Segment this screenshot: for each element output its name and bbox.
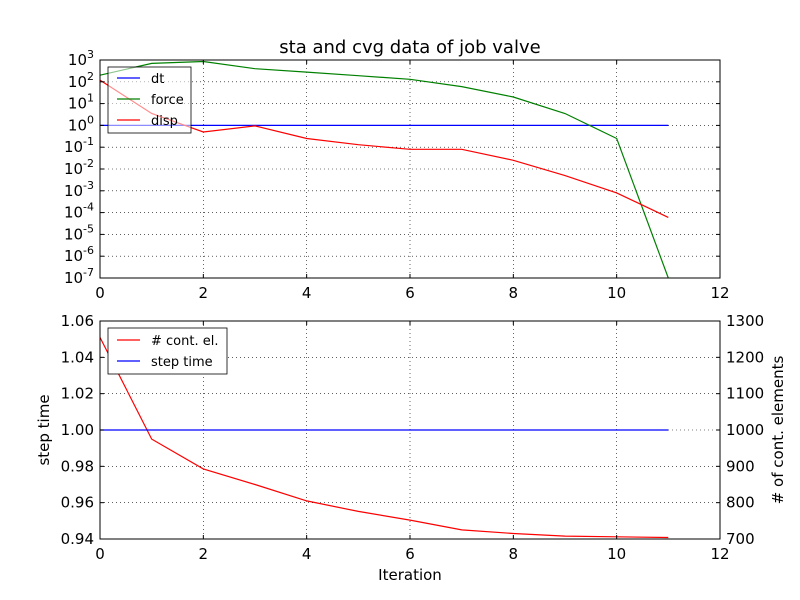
y-tick-label: 10-6 bbox=[64, 244, 94, 265]
legend: dt force disp bbox=[107, 66, 192, 134]
y-axis-label: step time bbox=[35, 394, 53, 465]
x-tick-label: 4 bbox=[302, 545, 312, 563]
series-line-disp bbox=[99, 79, 669, 218]
legend-label: step time bbox=[151, 355, 213, 370]
y2-tick-label: 700 bbox=[726, 530, 755, 548]
x-tick-label: 2 bbox=[199, 284, 209, 302]
ticks: 0 2 4 6 8 10 12 10-710-610-510-410-310-210-1100… bbox=[64, 48, 730, 302]
x-tick-label: 10 bbox=[607, 284, 626, 302]
x-tick-label: 6 bbox=[405, 284, 415, 302]
y2-axis-label: # of cont. elements bbox=[769, 356, 787, 505]
y2-tick-label: 1000 bbox=[726, 421, 764, 439]
x-tick-label: 4 bbox=[302, 284, 312, 302]
x-tick-label: 12 bbox=[710, 545, 729, 563]
y-tick-label: 1.00 bbox=[61, 421, 94, 439]
series-lines bbox=[99, 60, 669, 279]
y2-tick-label: 1300 bbox=[726, 312, 764, 330]
y-tick-label: 1.02 bbox=[61, 385, 94, 403]
x-tick-label: 12 bbox=[710, 284, 729, 302]
y-tick-label: 100 bbox=[68, 113, 94, 134]
x-tick-label: 10 bbox=[607, 545, 626, 563]
y2-tick-label: 900 bbox=[726, 457, 755, 475]
chart-title: sta and cvg data of job valve bbox=[279, 37, 540, 58]
legend-label: dt bbox=[151, 72, 164, 87]
legend-label: force bbox=[151, 93, 184, 108]
series-line--cont-el- bbox=[99, 337, 669, 539]
y-tick-label: 103 bbox=[68, 48, 94, 69]
ticks: 0 2 4 6 8 10 12 0.94 0.96 0.98 1.00 1.02 1.04 1.06 700… bbox=[61, 312, 765, 563]
y-tick-label: 10-7 bbox=[64, 266, 94, 287]
x-tick-label: 6 bbox=[405, 545, 415, 563]
x-tick-label: 2 bbox=[199, 545, 209, 563]
grid bbox=[99, 59, 721, 279]
y-tick-label: 0.94 bbox=[61, 530, 94, 548]
series-line-force bbox=[99, 60, 669, 279]
y-tick-label: 10-1 bbox=[64, 135, 94, 156]
y-tick-label: 0.98 bbox=[61, 457, 94, 475]
y-tick-label: 101 bbox=[68, 92, 94, 113]
series-lines bbox=[99, 337, 669, 539]
y2-tick-label: 1100 bbox=[726, 385, 764, 403]
y2-tick-label: 1200 bbox=[726, 348, 764, 366]
y2-tick-label: 800 bbox=[726, 494, 755, 512]
y-tick-label: 102 bbox=[68, 70, 94, 91]
legend: # cont. el. step time bbox=[107, 327, 228, 375]
y-tick-label: 10-5 bbox=[64, 222, 94, 243]
y-tick-label: 1.04 bbox=[61, 348, 94, 366]
y-tick-label: 10-4 bbox=[64, 201, 94, 222]
x-tick-label: 0 bbox=[95, 284, 105, 302]
legend-label: # cont. el. bbox=[151, 334, 218, 349]
legend-frame bbox=[107, 327, 228, 375]
contact-elements-chart: 0 2 4 6 8 10 12 0.94 0.96 0.98 1.00 1.02 1.04 1.06 700… bbox=[35, 312, 787, 584]
x-tick-label: 8 bbox=[509, 545, 519, 563]
y-tick-label: 10-2 bbox=[64, 157, 94, 178]
y-tick-label: 0.96 bbox=[61, 494, 94, 512]
y-tick-label: 1.06 bbox=[61, 312, 94, 330]
x-tick-label: 0 bbox=[95, 545, 105, 563]
convergence-chart: sta and cvg data of job valve 0 2 4 6 8 10 12 1… bbox=[64, 37, 730, 302]
x-tick-label: 8 bbox=[509, 284, 519, 302]
x-axis-label: Iteration bbox=[378, 566, 442, 584]
y-tick-label: 10-3 bbox=[64, 179, 94, 200]
legend-label: disp bbox=[151, 114, 178, 129]
